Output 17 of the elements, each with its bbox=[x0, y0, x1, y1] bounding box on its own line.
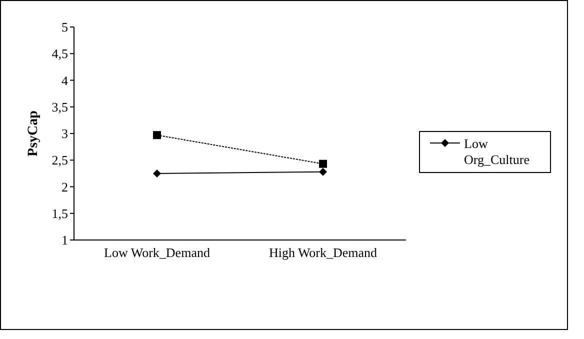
legend-label: Low Org_Culture bbox=[464, 136, 530, 168]
y-tick-label: 2,5 bbox=[52, 152, 68, 168]
y-tick-label: 5 bbox=[62, 20, 68, 35]
y-tick-label: 1 bbox=[62, 232, 68, 248]
y-tick-label: 1,5 bbox=[52, 206, 68, 221]
point bbox=[153, 131, 161, 140]
y-tick-label: 3 bbox=[62, 126, 68, 142]
x-tick-label: Low Work_Demand bbox=[104, 245, 210, 260]
y-tick-label: 4,5 bbox=[52, 46, 68, 62]
x-tick-label: High Work_Demand bbox=[268, 245, 378, 260]
point bbox=[319, 168, 327, 176]
y-tick-label: 4 bbox=[62, 72, 68, 88]
y-tick-label: 3,5 bbox=[52, 99, 68, 114]
point bbox=[153, 169, 161, 178]
y-tick-label: 2 bbox=[62, 179, 68, 194]
point bbox=[319, 160, 327, 168]
y-axis-title: PsyCap bbox=[26, 110, 41, 156]
